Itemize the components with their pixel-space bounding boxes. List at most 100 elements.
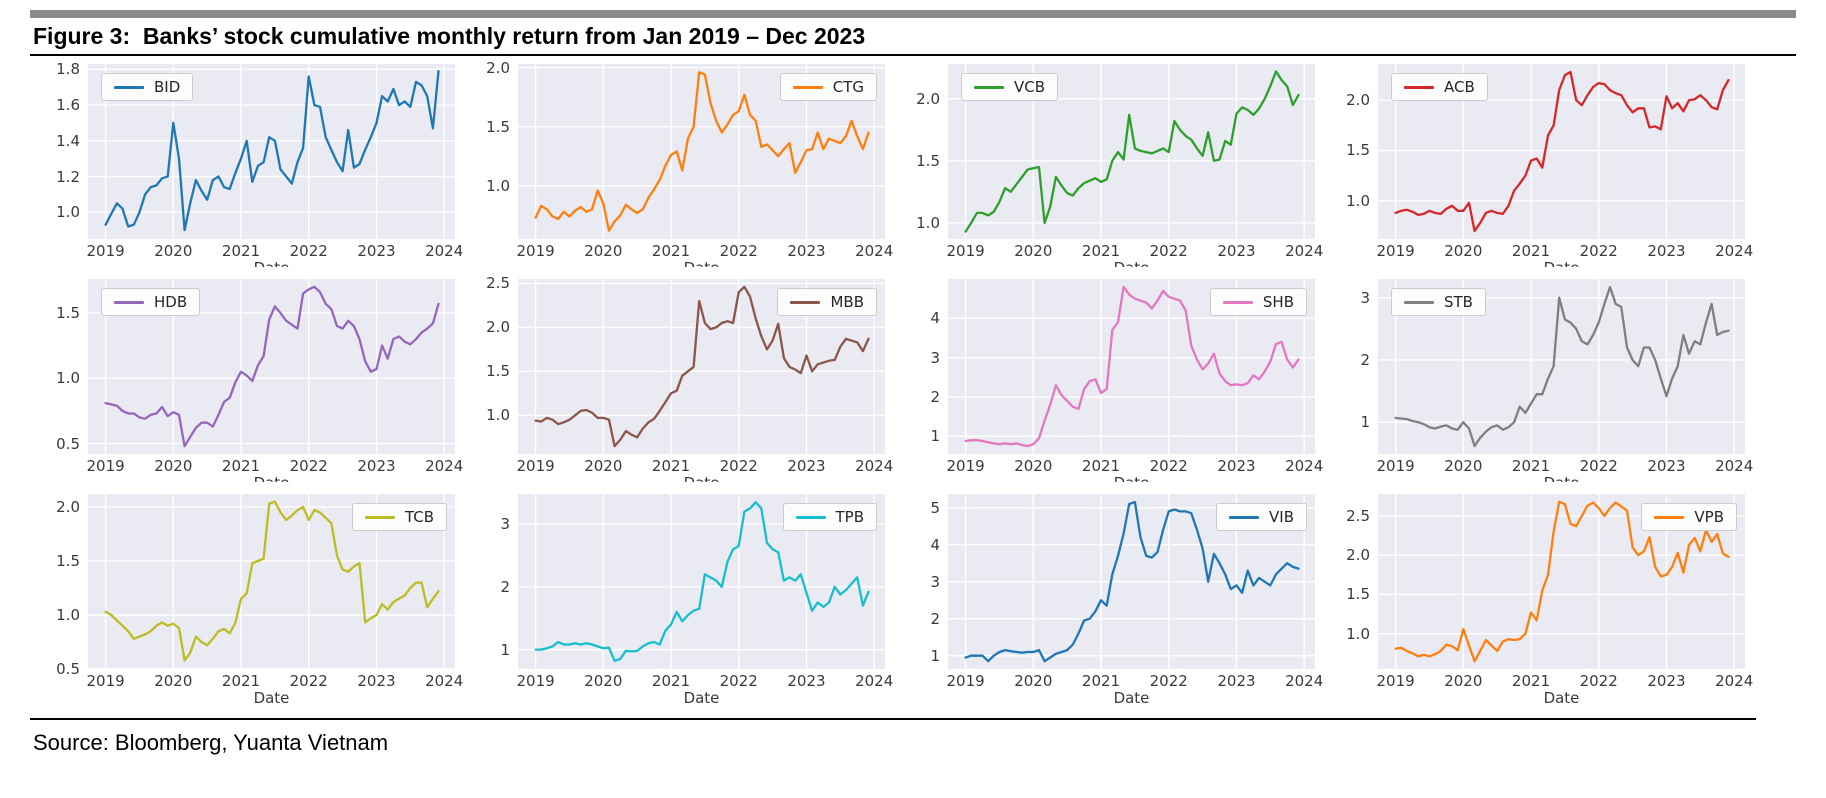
x-tick-label: 2022: [289, 672, 328, 690]
y-tick-label: 2: [930, 609, 940, 628]
plot-area: VPB: [1378, 494, 1745, 669]
x-axis-label: Date: [253, 689, 290, 707]
x-tick-label: 2022: [289, 242, 328, 260]
legend-line-sample: [1222, 300, 1253, 304]
legend: VIB: [1216, 503, 1307, 531]
plot-area: CTG: [518, 64, 885, 239]
plot-area: SHB: [948, 279, 1315, 454]
y-tick-label: 4: [930, 309, 940, 328]
legend: HDB: [101, 288, 201, 316]
y-tick-label: 1.0: [486, 176, 510, 195]
x-tick-label: 2022: [719, 457, 758, 475]
x-tick-label: 2023: [1647, 242, 1686, 260]
y-tick-label: 1.8: [56, 60, 80, 79]
x-axis-ticks: 2019 2020 2021 2022 2023 2024: [87, 672, 464, 690]
x-tick-label: 2021: [221, 457, 261, 475]
y-tick-label: 1: [1360, 413, 1370, 432]
legend-label: STB: [1444, 293, 1473, 311]
series-line-TPB: [534, 501, 870, 662]
title-divider: [30, 54, 1796, 56]
figure-title: Figure 3: Banks’ stock cumulative monthl…: [33, 23, 866, 49]
y-tick-label: 4: [930, 535, 940, 554]
plot-area: MBB: [518, 279, 885, 454]
x-tick-label: 2023: [357, 672, 396, 690]
series-line-CTG: [534, 71, 870, 232]
x-axis-ticks: 2019 2020 2021 2022 2023 2024: [1377, 242, 1754, 260]
x-tick-label: 2022: [1579, 672, 1618, 690]
subplot-TPB: 1 2 3 TPB 2019 2020 2021 2022 2023 2024 Date: [460, 486, 893, 714]
y-tick-label: 1.0: [486, 406, 510, 425]
y-tick-label: 1: [930, 646, 940, 665]
y-tick-label: 2.0: [1346, 546, 1370, 565]
x-tick-label: 2019: [516, 457, 555, 475]
subplot-MBB: 1.0 1.5 2.0 2.5 MBB 2019 2020 2021 2022 2023 2024D…: [460, 271, 893, 486]
x-tick-label: 2022: [289, 457, 328, 475]
y-tick-label: 2: [500, 577, 510, 596]
y-tick-label: 1.5: [1346, 585, 1370, 604]
x-axis-ticks: 2019 2020 2021 2022 2023 2024: [947, 457, 1324, 475]
legend-label: VCB: [1014, 78, 1046, 96]
legend: TPB: [782, 503, 877, 531]
legend-label: TCB: [404, 508, 434, 526]
x-tick-label: 2019: [1376, 672, 1415, 690]
y-tick-label: 3: [930, 348, 940, 367]
line-chart-svg: [518, 494, 885, 669]
footer-divider: [30, 718, 1756, 720]
x-tick-label: 2022: [719, 242, 758, 260]
legend: VCB: [961, 73, 1059, 101]
x-tick-label: 2023: [1647, 457, 1686, 475]
y-tick-label: 2: [930, 387, 940, 406]
plot-area: TPB: [518, 494, 885, 669]
x-axis-ticks: 2019 2020 2021 2022 2023 2024: [947, 242, 1324, 260]
x-tick-label: 2019: [516, 242, 555, 260]
x-tick-label: 2021: [221, 672, 261, 690]
y-tick-label: 2.0: [1346, 91, 1370, 110]
subplot-VPB: 1.0 1.5 2.0 2.5 VPB 2019 2020 2021 2022 2023 2024 D…: [1320, 486, 1753, 714]
x-axis-label: Date: [683, 689, 720, 707]
plot-area: HDB: [88, 279, 455, 454]
plot-area: BID: [88, 64, 455, 239]
series-line-MBB: [534, 285, 870, 448]
x-tick-label: 2020: [154, 672, 193, 690]
x-tick-label: 2020: [1014, 672, 1053, 690]
y-tick-label: 2.0: [486, 318, 510, 337]
x-tick-label: 2022: [1149, 672, 1188, 690]
line-chart-svg: [1378, 279, 1745, 454]
legend-line-sample: [974, 85, 1004, 89]
x-tick-label: 2024: [1715, 242, 1754, 260]
series-line-BID: [104, 69, 440, 232]
line-chart-svg: [1378, 64, 1745, 239]
y-tick-label: 3: [930, 572, 940, 591]
subplot-BID: 1.0 1.2 1.4 1.6 1.8 BID 2019 2020 2021 2022 2023 20…: [30, 56, 463, 271]
legend-line-sample: [1654, 515, 1685, 519]
y-tick-label: 1.5: [486, 117, 510, 136]
legend: VPB: [1641, 503, 1737, 531]
y-tick-label: 2: [1360, 350, 1370, 369]
y-tick-label: 1.5: [1346, 141, 1370, 160]
x-tick-label: 2021: [1511, 242, 1551, 260]
x-tick-label: 2020: [154, 242, 193, 260]
legend-line-sample: [1404, 300, 1434, 304]
x-tick-label: 2022: [719, 672, 758, 690]
x-axis-label: Date: [88, 475, 455, 482]
legend-line-sample: [114, 85, 144, 89]
x-tick-label: 2022: [1579, 457, 1618, 475]
series-line-VCB: [964, 70, 1300, 233]
x-axis-label: Date: [1113, 689, 1150, 707]
y-tick-label: 0.5: [56, 660, 80, 678]
report-figure-page: Figure 3: Banks’ stock cumulative monthl…: [0, 10, 1826, 756]
y-tick-label: 1.0: [916, 213, 940, 232]
x-axis-ticks: 2019 2020 2021 2022 2023 2024: [1377, 457, 1754, 475]
subplot-VIB: 1 2 3 4 5 VIB 2019 2020 2021 2022 2023 2024 Date: [890, 486, 1323, 714]
x-tick-label: 2022: [1579, 242, 1618, 260]
legend-line-sample: [1404, 85, 1434, 89]
x-tick-label: 2020: [1014, 457, 1053, 475]
y-tick-label: 1.4: [56, 131, 80, 150]
x-tick-label: 2023: [1217, 242, 1256, 260]
x-tick-label: 2021: [221, 242, 261, 260]
series-line-STB: [1394, 285, 1730, 448]
y-tick-label: 1.5: [56, 303, 80, 322]
